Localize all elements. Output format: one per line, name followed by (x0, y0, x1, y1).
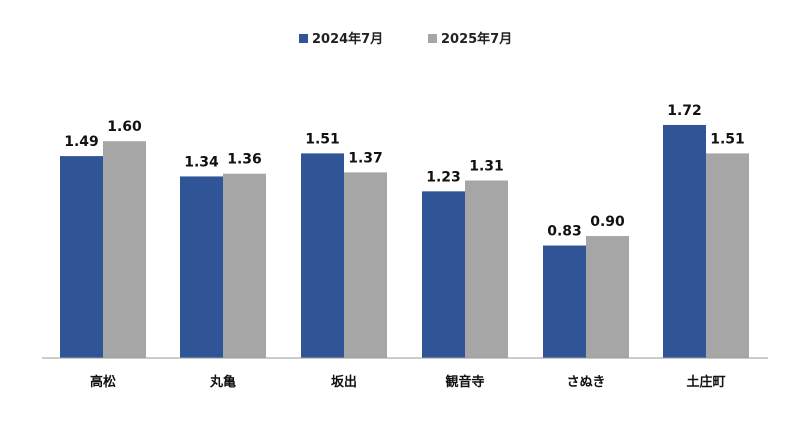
bar-marugame-2024 (180, 176, 223, 358)
legend-swatch-2025 (428, 34, 437, 43)
data-label-tonosho-2025: 1.51 (710, 131, 745, 147)
data-label-sanuki-2025: 0.90 (590, 214, 625, 230)
data-label-tonosho-2024: 1.72 (667, 103, 702, 119)
legend-swatch-2024 (299, 34, 308, 43)
category-label-tonosho: 土庄町 (686, 374, 725, 390)
category-label-sanuki: さぬき (567, 375, 606, 390)
data-label-takamatsu-2025: 1.60 (107, 119, 142, 135)
category-label-takamatsu: 高松 (90, 374, 116, 390)
bar-takamatsu-2024 (60, 156, 103, 358)
legend-label-2025: 2025年7月 (441, 31, 512, 47)
bar-sanuki-2024 (543, 245, 586, 358)
data-labels-layer: 1.49 1.60 1.34 1.36 1.51 1.37 1.23 1.31 0.83 0.90… (64, 103, 745, 240)
legend: 2024年7月 2025年7月 (299, 31, 512, 47)
data-label-marugame-2024: 1.34 (184, 154, 219, 170)
bar-sakaide-2025 (344, 172, 387, 358)
bar-kanonji-2024 (422, 191, 465, 358)
bar-sakaide-2024 (301, 153, 344, 358)
data-label-kanonji-2024: 1.23 (426, 169, 461, 185)
category-label-kanonji: 観音寺 (444, 374, 484, 390)
category-label-sakaide: 坂出 (331, 374, 357, 390)
legend-label-2024: 2024年7月 (312, 31, 383, 47)
bar-sanuki-2025 (586, 236, 629, 358)
bar-takamatsu-2025 (103, 141, 146, 358)
data-label-sanuki-2024: 0.83 (547, 224, 582, 240)
bars-layer (60, 124, 749, 358)
data-label-takamatsu-2024: 1.49 (64, 134, 99, 150)
data-label-sakaide-2025: 1.37 (348, 150, 383, 166)
category-label-marugame: 丸亀 (209, 374, 236, 390)
bar-tonosho-2025 (706, 153, 749, 358)
data-label-marugame-2025: 1.36 (227, 152, 262, 168)
data-label-sakaide-2024: 1.51 (305, 131, 340, 147)
category-labels-layer: 高松 丸亀 坂出 観音寺 さぬき 土庄町 (90, 374, 726, 390)
data-label-kanonji-2025: 1.31 (469, 158, 504, 174)
bar-marugame-2025 (223, 173, 266, 358)
bar-kanonji-2025 (465, 180, 508, 358)
bar-tonosho-2024 (663, 124, 706, 358)
